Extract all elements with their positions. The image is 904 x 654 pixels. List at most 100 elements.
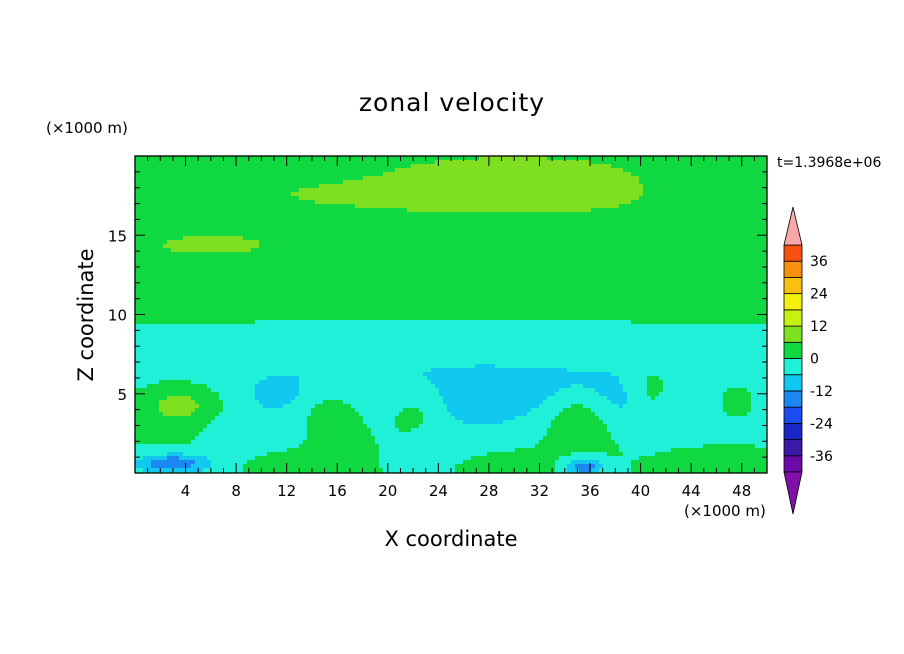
contour-cell	[163, 188, 168, 193]
contour-cell	[339, 220, 344, 225]
contour-cell	[599, 184, 604, 189]
contour-cell	[567, 188, 572, 193]
contour-cell	[403, 224, 408, 229]
contour-cell	[191, 204, 196, 209]
contour-cell	[279, 216, 284, 221]
contour-cell	[255, 280, 260, 285]
contour-cell	[507, 240, 512, 245]
contour-cell	[283, 204, 288, 209]
contour-cell	[659, 164, 664, 169]
contour-cell	[439, 236, 444, 241]
contour-cell	[287, 220, 292, 225]
contour-cell	[691, 224, 696, 229]
contour-cell	[255, 248, 260, 253]
contour-cell	[583, 200, 588, 205]
contour-cell	[303, 204, 308, 209]
contour-cell	[227, 280, 232, 285]
contour-cell	[191, 200, 196, 205]
contour-cell	[643, 192, 648, 197]
contour-cell	[567, 272, 572, 277]
contour-cell	[519, 160, 524, 165]
contour-cell	[479, 252, 484, 257]
contour-cell	[695, 264, 700, 269]
contour-cell	[667, 168, 672, 173]
contour-cell	[223, 156, 228, 161]
contour-cell	[755, 256, 760, 261]
contour-cell	[155, 188, 160, 193]
contour-cell	[387, 180, 392, 185]
contour-cell	[339, 216, 344, 221]
contour-cell	[355, 156, 360, 161]
contour-cell	[143, 196, 148, 201]
contour-cell	[167, 188, 172, 193]
contour-cell	[483, 232, 488, 237]
contour-cell	[311, 188, 316, 193]
contour-cell	[151, 160, 156, 165]
contour-cell	[247, 220, 252, 225]
contour-cell	[619, 168, 624, 173]
contour-cell	[607, 156, 612, 161]
contour-cell	[431, 200, 436, 205]
contour-cell	[579, 256, 584, 261]
contour-cell	[707, 156, 712, 161]
contour-cell	[467, 216, 472, 221]
contour-cell	[395, 240, 400, 245]
contour-cell	[747, 236, 752, 241]
contour-cell	[371, 248, 376, 253]
contour-cell	[547, 196, 552, 201]
contour-cell	[751, 164, 756, 169]
contour-cell	[483, 188, 488, 193]
contour-cell	[147, 212, 152, 217]
contour-cell	[559, 176, 564, 181]
contour-cell	[735, 160, 740, 165]
contour-cell	[683, 180, 688, 185]
contour-cell	[739, 160, 744, 165]
contour-cell	[639, 240, 644, 245]
contour-cell	[195, 196, 200, 201]
contour-cell	[219, 172, 224, 177]
contour-cell	[591, 260, 596, 265]
contour-cell	[491, 184, 496, 189]
contour-cell	[483, 160, 488, 165]
contour-cell	[463, 252, 468, 257]
contour-cell	[623, 236, 628, 241]
contour-cell	[687, 160, 692, 165]
contour-cell	[207, 172, 212, 177]
contour-cell	[367, 208, 372, 213]
contour-cell	[239, 272, 244, 277]
contour-cell	[211, 160, 216, 165]
contour-cell	[231, 212, 236, 217]
contour-cell	[343, 224, 348, 229]
contour-cell	[467, 156, 472, 161]
contour-cell	[375, 232, 380, 237]
contour-cell	[287, 228, 292, 233]
contour-cell	[731, 248, 736, 253]
contour-cell	[639, 172, 644, 177]
contour-cell	[183, 220, 188, 225]
contour-cell	[455, 200, 460, 205]
contour-cell	[687, 196, 692, 201]
contour-cell	[643, 180, 648, 185]
contour-cell	[379, 260, 384, 265]
contour-cell	[691, 248, 696, 253]
contour-cell	[323, 232, 328, 237]
contour-cell	[647, 212, 652, 217]
contour-cell	[671, 260, 676, 265]
contour-cell	[671, 176, 676, 181]
contour-cell	[631, 204, 636, 209]
contour-cell	[355, 160, 360, 165]
contour-cell	[615, 252, 620, 257]
contour-cell	[363, 268, 368, 273]
contour-cell	[763, 168, 768, 173]
contour-cell	[503, 196, 508, 201]
contour-cell	[235, 216, 240, 221]
contour-cell	[143, 248, 148, 253]
contour-cell	[303, 168, 308, 173]
contour-cell	[139, 188, 144, 193]
contour-cell	[135, 236, 140, 241]
contour-cell	[703, 180, 708, 185]
contour-cell	[507, 248, 512, 253]
contour-cell	[299, 224, 304, 229]
contour-cell	[535, 240, 540, 245]
contour-cell	[675, 184, 680, 189]
